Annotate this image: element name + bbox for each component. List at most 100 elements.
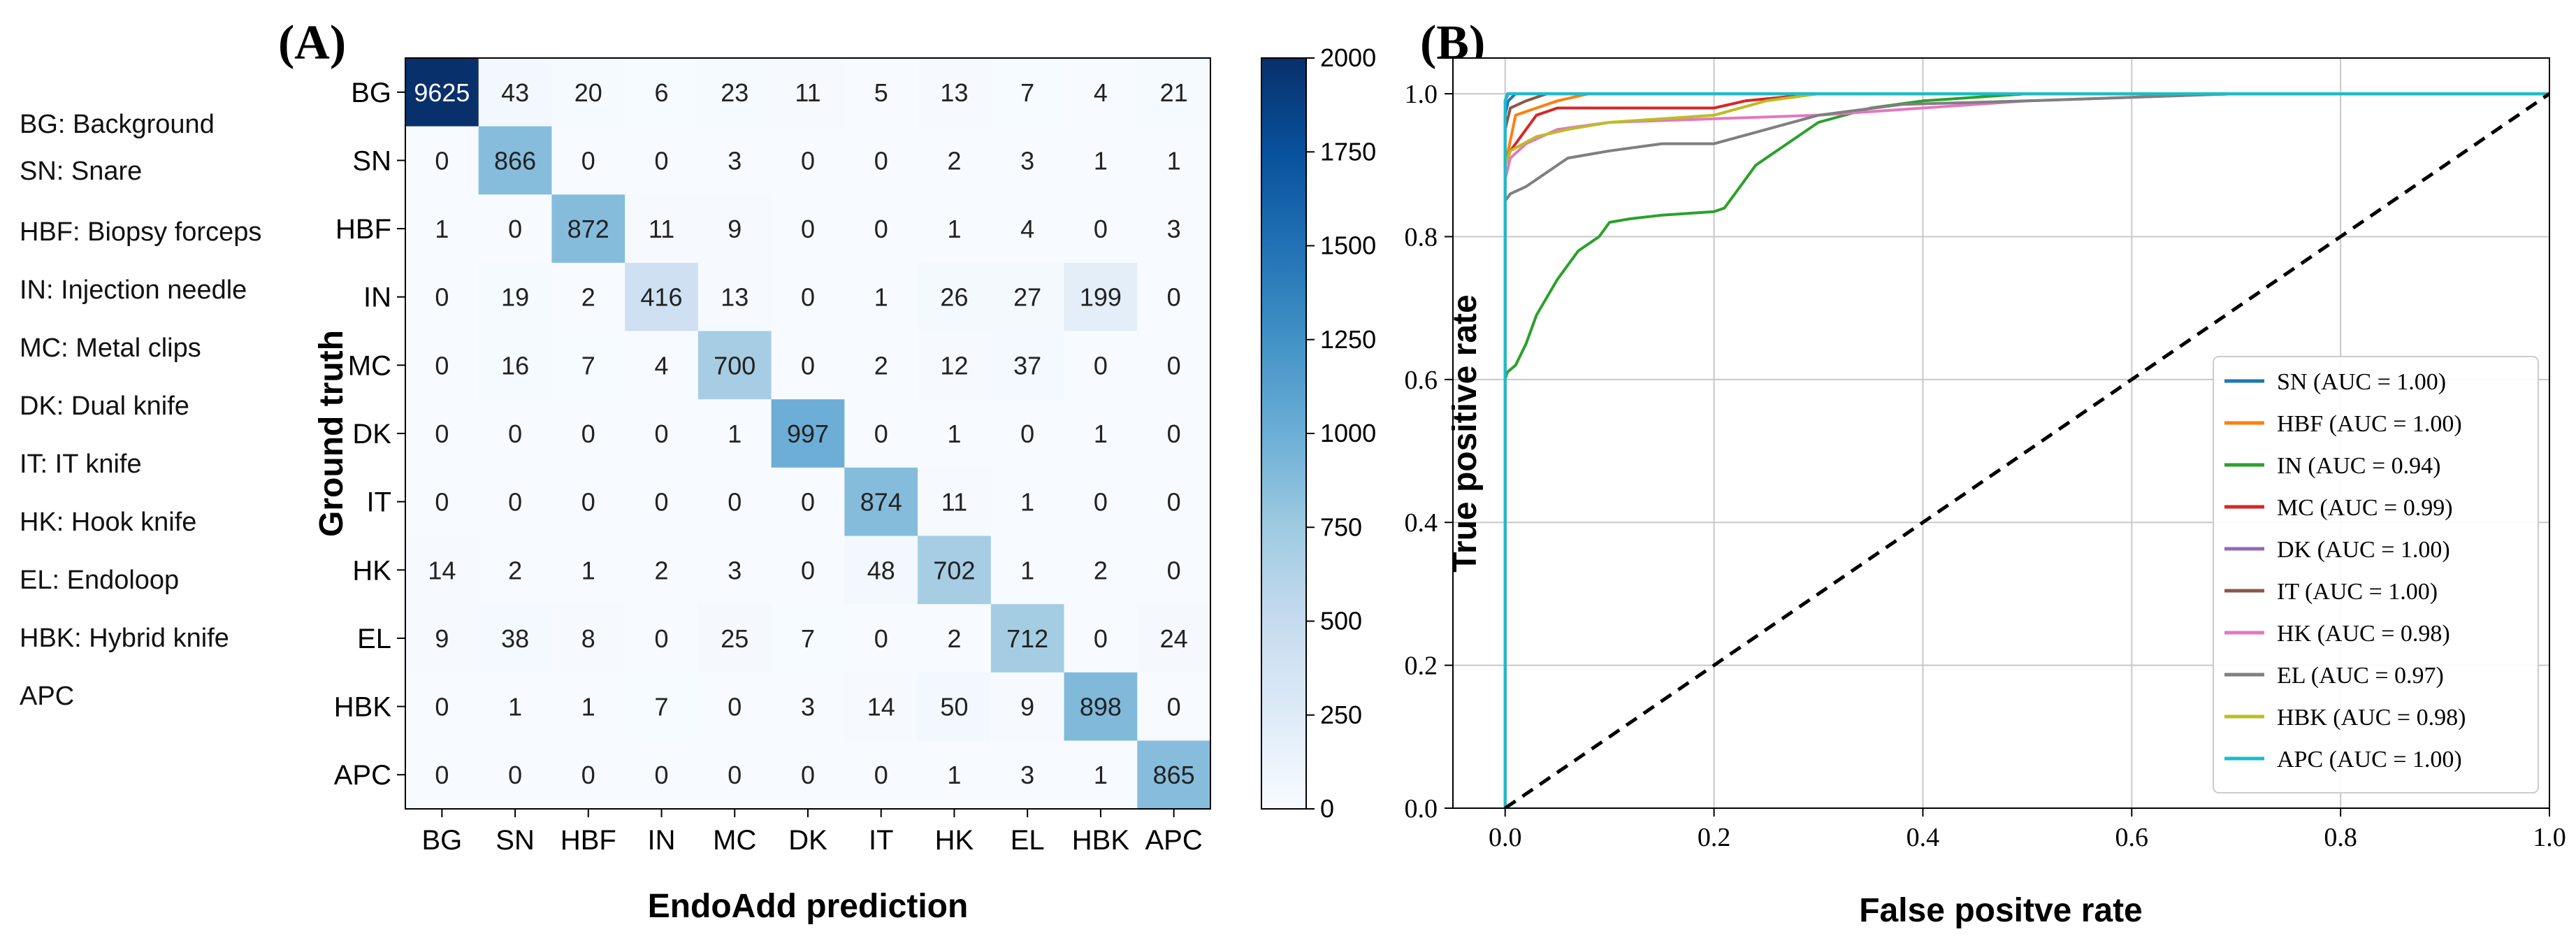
- colorbar-ticks: 0 250 500 750 1000 1250 1500 1750 2000: [1306, 43, 1376, 823]
- cell-value-APC-IT: 0: [874, 761, 888, 789]
- cell-EL-IN: [625, 604, 699, 673]
- abbrev-apc: APC: [20, 682, 74, 711]
- cell-value-MC-APC: 0: [1167, 351, 1181, 380]
- cell-value-DK-APC: 0: [1167, 419, 1181, 448]
- y-tick-APC: APC: [334, 760, 391, 791]
- roc-y-tick-0.2: 0.2: [1405, 652, 1438, 681]
- roc-y-axis-label: True positive rate: [1447, 294, 1484, 572]
- cell-HBF-APC: [1137, 194, 1211, 264]
- cell-value-APC-HBK: 1: [1094, 761, 1108, 789]
- cell-value-HBF-DK: 0: [801, 215, 815, 243]
- colorbar: [1261, 57, 1307, 810]
- cell-HK-SN: [478, 536, 552, 605]
- cell-value-MC-IT: 2: [874, 351, 888, 380]
- roc-curve-EL: [1503, 92, 2549, 808]
- cell-BG-BG: [405, 58, 479, 127]
- colorbar-tick-250: 250: [1320, 701, 1362, 729]
- cell-value-BG-SN: 43: [501, 78, 529, 107]
- cell-HBK-BG: [405, 672, 479, 741]
- cell-MC-IT: [844, 331, 918, 400]
- cell-DK-HK: [918, 399, 992, 468]
- cell-value-MC-BG: 0: [435, 351, 449, 380]
- cell-value-MC-DK: 0: [801, 351, 815, 380]
- cell-BG-IT: [844, 58, 918, 127]
- cell-HBF-IT: [844, 194, 918, 264]
- roc-x-tick-0.4: 0.4: [1906, 823, 1940, 852]
- cell-HBK-APC: [1137, 672, 1211, 741]
- cell-value-HBF-APC: 3: [1167, 215, 1181, 243]
- cell-value-IT-SN: 0: [508, 488, 522, 517]
- abbrev-el: EL: Endoloop: [20, 566, 179, 595]
- cell-HBK-HBK: [1064, 672, 1138, 741]
- cell-IN-SN: [478, 262, 552, 332]
- cell-value-SN-DK: 0: [801, 146, 815, 175]
- cell-value-IN-EL: 27: [1013, 283, 1041, 312]
- cell-IN-EL: [990, 262, 1065, 332]
- x-tick-IT: IT: [869, 825, 894, 856]
- roc-y-tick-0.4: 0.4: [1405, 508, 1438, 538]
- cell-EL-DK: [771, 604, 845, 673]
- cell-value-APC-APC: 865: [1153, 761, 1195, 789]
- cell-value-HBF-IT: 0: [874, 215, 888, 243]
- confusion-matrix-cells: [405, 58, 1211, 810]
- abbrev-sn: SN: Snare: [20, 157, 142, 186]
- cell-value-SN-HBF: 0: [581, 146, 595, 175]
- cell-value-MC-EL: 37: [1013, 351, 1041, 380]
- cell-value-HK-IT: 48: [867, 556, 895, 584]
- cell-MC-SN: [478, 331, 552, 400]
- cell-value-HBF-SN: 0: [508, 215, 522, 243]
- cell-APC-HBK: [1064, 740, 1138, 810]
- cell-APC-MC: [697, 740, 772, 810]
- cell-value-MC-SN: 16: [501, 351, 529, 380]
- y-tick-BG: BG: [351, 78, 391, 108]
- cell-MC-APC: [1137, 331, 1211, 400]
- cell-value-HK-DK: 0: [801, 556, 815, 584]
- cell-value-HBF-BG: 1: [435, 215, 449, 243]
- cell-HK-BG: [405, 536, 479, 605]
- cell-value-HBK-HBK: 898: [1080, 693, 1122, 721]
- cell-value-SN-SN: 866: [494, 146, 536, 175]
- cell-HBF-EL: [990, 194, 1065, 264]
- roc-x-tick-0.0: 0.0: [1489, 823, 1522, 852]
- cell-IN-IN: [625, 262, 699, 332]
- cell-value-HK-IN: 2: [655, 556, 669, 584]
- cell-APC-HBF: [551, 740, 625, 810]
- cell-value-EL-EL: 712: [1006, 624, 1048, 653]
- cell-EL-MC: [697, 604, 772, 673]
- cell-EL-EL: [990, 604, 1065, 673]
- cell-value-EL-MC: 25: [721, 624, 748, 653]
- y-tick-HK: HK: [352, 555, 391, 586]
- cell-value-SN-MC: 3: [728, 146, 741, 175]
- x-tick-MC: MC: [713, 825, 756, 856]
- roc-curve-HBK: [1503, 92, 2549, 808]
- cell-APC-EL: [990, 740, 1065, 810]
- y-tick-IT: IT: [366, 487, 391, 518]
- cell-IT-IN: [625, 467, 699, 536]
- cell-value-BG-HK: 13: [940, 78, 968, 107]
- cell-SN-APC: [1137, 126, 1211, 195]
- legend-label-IT: IT (AUC = 1.00): [2277, 579, 2438, 605]
- cell-HK-IN: [625, 536, 699, 605]
- cell-HK-DK: [771, 536, 845, 605]
- cell-value-IN-IN: 416: [641, 283, 683, 312]
- cell-value-HBK-IT: 14: [867, 693, 895, 721]
- x-tick-EL: EL: [1011, 825, 1045, 856]
- cell-value-DK-HBF: 0: [581, 419, 595, 448]
- roc-y-tick-0.8: 0.8: [1405, 222, 1438, 252]
- panel-label-a: (A): [278, 16, 346, 70]
- cell-IN-IT: [844, 262, 918, 332]
- cell-HBK-IT: [844, 672, 918, 741]
- abbrev-dk: DK: Dual knife: [20, 392, 189, 421]
- cell-value-MC-HBF: 7: [581, 351, 595, 380]
- cell-EL-SN: [478, 604, 552, 673]
- cell-value-SN-IN: 0: [655, 146, 669, 175]
- cell-MC-EL: [990, 331, 1065, 400]
- cell-MC-DK: [771, 331, 845, 400]
- cell-APC-IT: [844, 740, 918, 810]
- cell-EL-BG: [405, 604, 479, 673]
- cell-BG-SN: [478, 58, 552, 127]
- abbrev-in: IN: Injection needle: [20, 275, 247, 305]
- cell-value-HBK-SN: 1: [508, 693, 522, 721]
- cell-APC-HK: [918, 740, 992, 810]
- cell-HBF-HBF: [551, 194, 625, 264]
